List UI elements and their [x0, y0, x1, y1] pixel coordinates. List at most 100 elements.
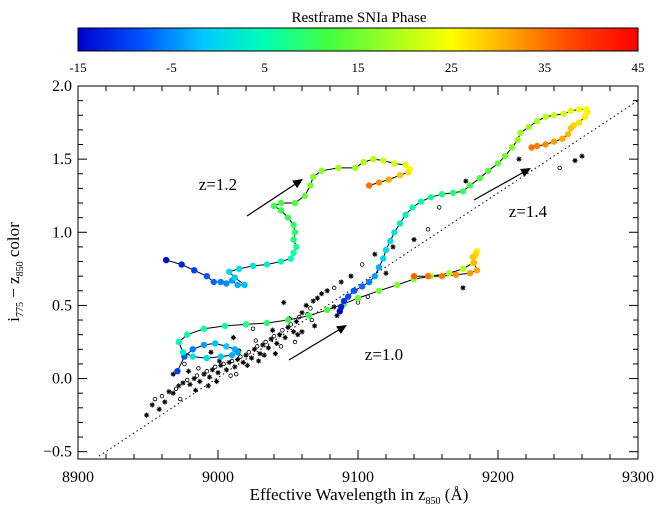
track-point: [375, 264, 383, 271]
track-point: [263, 319, 271, 327]
observed-point-star: [314, 295, 320, 301]
track-point: [394, 281, 401, 289]
track-point: [179, 349, 187, 356]
track-point: [226, 268, 233, 275]
observed-point-circle: [278, 344, 284, 349]
track-point: [290, 221, 297, 229]
track-point: [366, 278, 373, 286]
track-point: [494, 160, 502, 167]
observed-point-star: [149, 402, 155, 408]
track-point: [277, 258, 285, 265]
observed-point-circle: [184, 377, 190, 383]
observed-point-star: [261, 352, 267, 358]
track-point: [359, 283, 366, 290]
observed-point-circle: [280, 328, 285, 333]
track-point: [189, 353, 196, 360]
track-point: [291, 229, 299, 236]
observed-point-star: [572, 158, 578, 164]
track-point: [485, 167, 492, 175]
observed-point-star: [230, 334, 236, 341]
observed-point-circle: [292, 339, 298, 345]
colorbar: [77, 27, 639, 52]
observed-point-circle: [238, 354, 243, 359]
observed-point-circle: [360, 262, 365, 267]
track-point: [293, 243, 300, 251]
x-tick-label: 9100: [342, 469, 374, 486]
track-point: [354, 294, 362, 302]
track-point: [567, 125, 574, 132]
redshift-label: z=1.2: [199, 175, 237, 194]
track-point: [287, 255, 294, 262]
colorbar-tick-label: 35: [538, 60, 551, 75]
track-point: [210, 278, 217, 286]
track-point: [375, 179, 383, 186]
axis-ticks: 8900 9000 9100 9200 9300 −0.5 0.0 0.5 1.0 1.5 2.0: [43, 78, 654, 486]
x-tick-label: 9000: [202, 469, 234, 486]
observed-point-circle: [228, 373, 233, 378]
colorbar-tick-label: -15: [69, 60, 86, 75]
observed-point-star: [226, 359, 232, 366]
track-point: [242, 321, 250, 328]
observed-point-star: [144, 412, 150, 418]
y-tick-label: −0.5: [43, 444, 72, 461]
track-point: [410, 272, 418, 280]
track-point: [371, 272, 378, 280]
track-point: [542, 141, 549, 148]
track-point: [284, 214, 292, 221]
observed-point-star: [201, 371, 207, 377]
observed-point-star: [260, 342, 266, 348]
track-point: [217, 278, 224, 286]
observed-point-circle: [182, 361, 187, 367]
track-point: [560, 110, 567, 117]
track-point: [385, 176, 392, 183]
track-point: [380, 157, 387, 164]
track-point: [263, 261, 271, 268]
observed-point-star: [214, 378, 220, 385]
track-point: [189, 346, 196, 353]
reference-line: [98, 100, 639, 457]
track-point: [217, 353, 224, 360]
observed-point-star: [218, 362, 224, 368]
track-point: [338, 303, 345, 311]
observed-point-star: [324, 288, 330, 294]
y-axis-title: i775 − z850 color: [4, 222, 26, 322]
observed-point-star: [312, 323, 318, 329]
track-point: [324, 306, 331, 313]
track-point: [277, 199, 285, 207]
observed-point-star: [208, 349, 214, 355]
track-2: [163, 155, 413, 289]
observed-point-star: [516, 156, 522, 162]
observed-point-star: [244, 362, 250, 368]
observed-point-circle: [173, 386, 179, 391]
observed-point-star: [390, 244, 396, 250]
track-point: [391, 160, 398, 167]
observed-point-circle: [271, 333, 277, 339]
observed-point-star: [166, 389, 172, 395]
model-tracks: [163, 106, 591, 375]
observed-point-circle: [255, 344, 260, 349]
track-point: [231, 274, 238, 281]
track-point: [452, 271, 460, 278]
observed-point-star: [299, 329, 305, 335]
observed-point-star: [319, 291, 325, 297]
track-point: [318, 167, 325, 175]
observed-point-star: [265, 345, 271, 351]
observed-point-star: [310, 298, 316, 304]
observed-point-circle: [246, 350, 251, 355]
y-tick-label: 0.0: [52, 371, 72, 388]
track-point: [382, 246, 390, 254]
track-point: [249, 262, 257, 270]
observed-point-circle: [196, 366, 201, 371]
track-point: [221, 322, 229, 330]
observed-point-circle: [425, 227, 431, 232]
observed-point-star: [176, 383, 182, 389]
observed-point-star: [281, 299, 287, 306]
observed-point-star: [293, 318, 299, 325]
track-point: [228, 351, 236, 359]
colorbar-ticks: -15 -5 5 15 25 35 45: [69, 60, 644, 75]
track-point: [402, 211, 409, 218]
track-point: [459, 265, 467, 273]
observed-point-star: [579, 153, 585, 159]
track-point: [564, 131, 572, 138]
observed-point-star: [243, 352, 249, 358]
